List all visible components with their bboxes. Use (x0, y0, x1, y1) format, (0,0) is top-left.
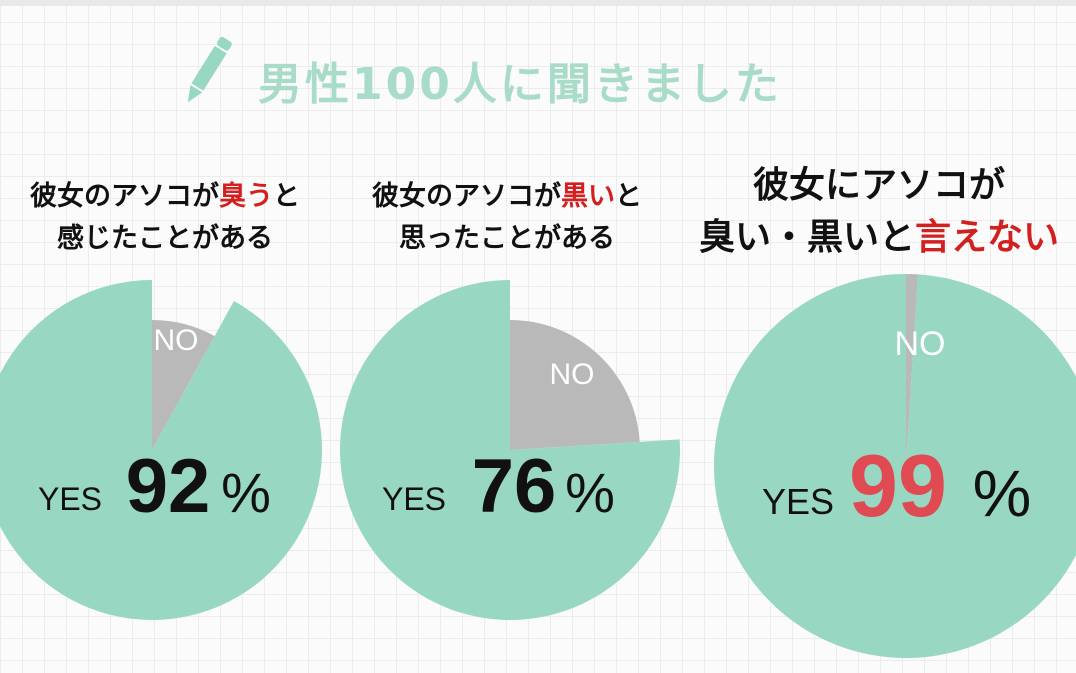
pie-3-yes-label: YES (762, 481, 834, 522)
pie-1-yes-label: YES (38, 481, 102, 517)
question-3-line1: 彼女にアソコが (752, 165, 1005, 206)
pie-2-yes-label: YES (382, 481, 446, 517)
pie-3-percent-sign: % (973, 456, 1032, 530)
pie-chart-1 (0, 280, 322, 620)
pie-2-percent-value: 76 (472, 444, 557, 529)
question-3-line2-pre: 臭い・黒いと (698, 217, 915, 258)
pie-2-no-label: NO (550, 358, 595, 391)
pie-1-no-slice (152, 320, 215, 450)
pie-1-percent-value: 92 (126, 444, 211, 529)
pie-3-percent-value: 99 (849, 436, 947, 535)
question-3: 彼女にアソコが 臭い・黒いと言えない (682, 160, 1076, 264)
pie-1-yes-slice (0, 280, 322, 620)
pie-3-no-label: NO (895, 325, 946, 363)
question-1-line2: 感じたことがある (57, 223, 273, 254)
pie-2-percent-sign: % (565, 461, 615, 524)
pie-chart-3 (714, 274, 1076, 658)
pie-chart-2 (339, 280, 680, 620)
top-bar (0, 0, 1076, 6)
question-1: 彼女のアソコが臭うと 感じたことがある (0, 176, 330, 260)
question-2-pre: 彼女のアソコが (372, 181, 561, 212)
question-1-pre: 彼女のアソコが (30, 181, 219, 212)
question-1-emphasis: 臭う (219, 181, 273, 212)
pie-3-no-slice (906, 274, 919, 466)
question-2-line2: 思ったことがある (399, 223, 615, 254)
pie-2-no-slice (510, 320, 640, 450)
question-2: 彼女のアソコが黒いと 思ったことがある (342, 176, 672, 260)
pie-1-percent-sign: % (221, 461, 271, 524)
pencil-icon (187, 36, 232, 103)
question-2-emphasis: 黒い (561, 181, 615, 212)
pie-3-yes-slice (714, 274, 1076, 658)
pie-2-yes-slice (339, 280, 680, 620)
question-1-post: と (273, 181, 300, 212)
page-title: 男性100人に聞きました (258, 59, 782, 110)
question-3-emphasis: 言えない (915, 217, 1060, 258)
question-2-post: と (615, 181, 642, 212)
pie-1-no-label: NO (154, 324, 199, 357)
